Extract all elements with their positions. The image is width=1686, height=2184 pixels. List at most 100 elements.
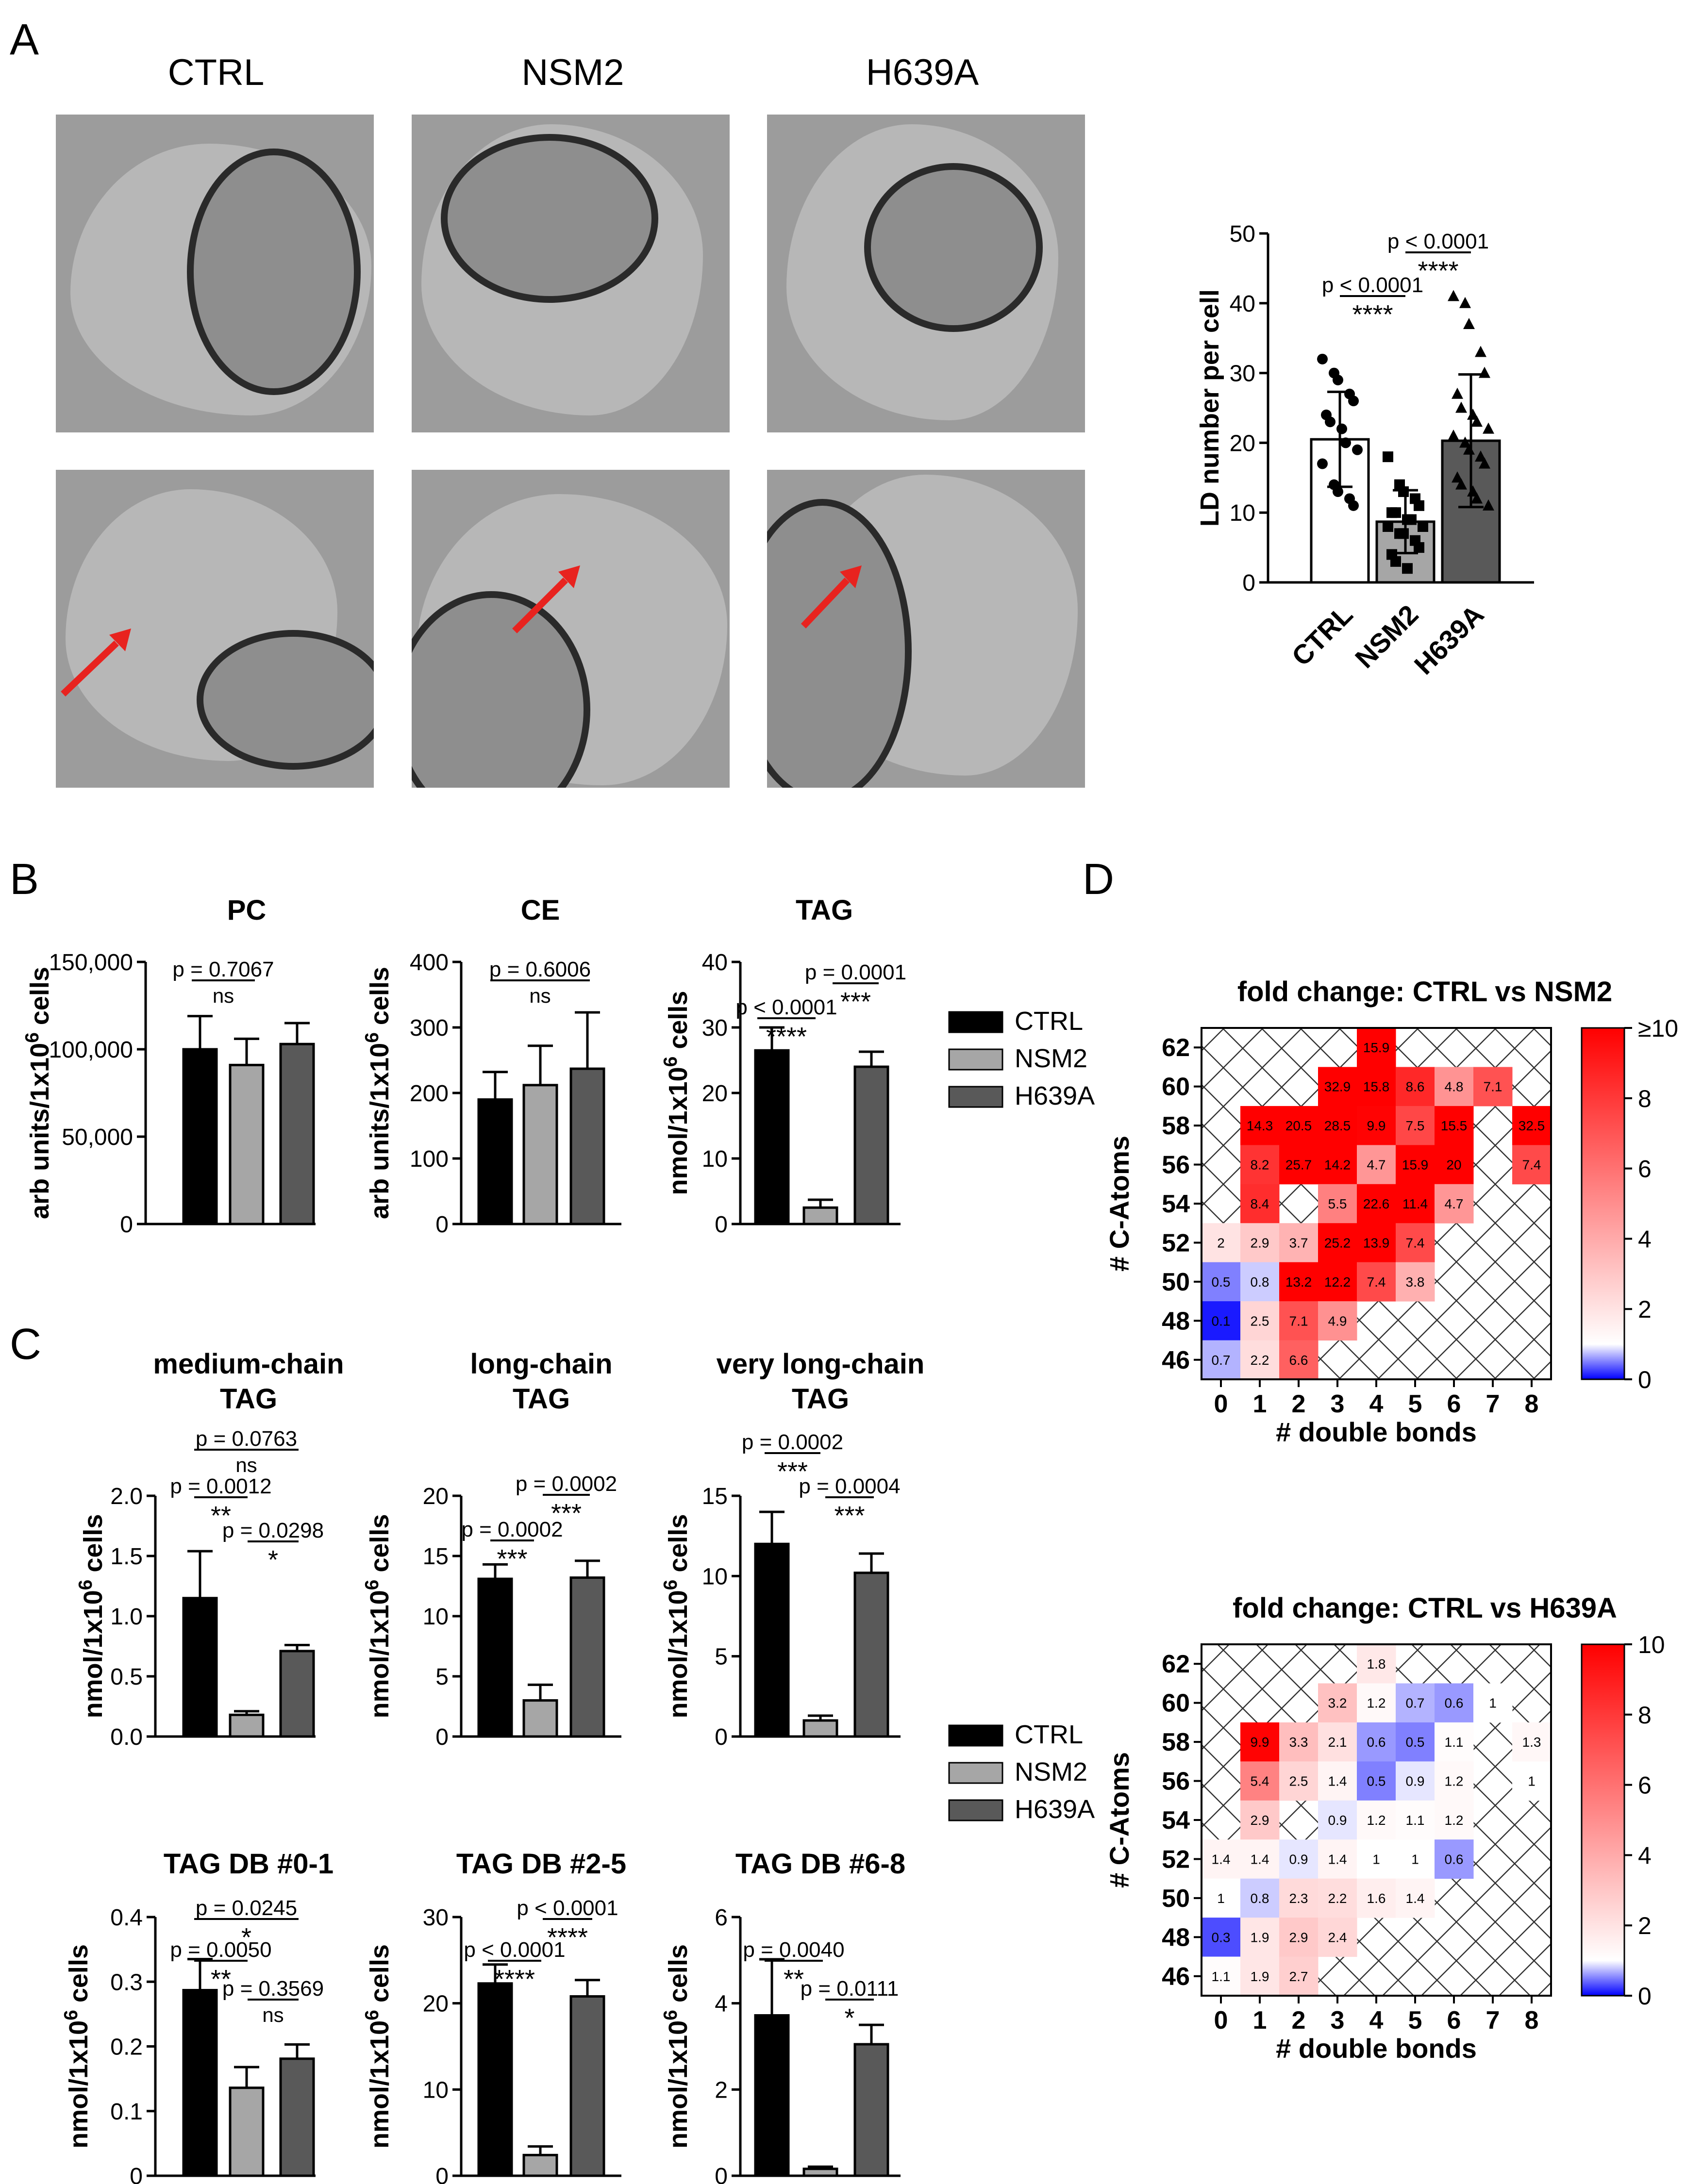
heatmap-cell-value: 2.5	[1251, 1313, 1269, 1328]
heatmap-cell	[1357, 1067, 1396, 1107]
colorbar-tick-label: 2	[1638, 1912, 1652, 1939]
heatmap-cell-value: 0.6	[1367, 1735, 1386, 1750]
heatmap-cell-value: 5.5	[1328, 1196, 1347, 1211]
heatmap-cell	[1279, 1722, 1319, 1762]
heatmap-cell	[1318, 1145, 1357, 1185]
heatmap-cell-value: 4.7	[1367, 1158, 1386, 1173]
heatmap-cell-value: 0.9	[1406, 1774, 1425, 1789]
bar-ctrl	[182, 1989, 218, 2177]
y-tick-label: 58	[1162, 1728, 1190, 1756]
heatmap-cell-value: 9.9	[1251, 1735, 1269, 1750]
heatmap-cell	[1512, 1106, 1552, 1145]
x-tick-label: 7	[1486, 2006, 1500, 2035]
data-point	[1418, 521, 1428, 532]
heatmap-cell-value: 1.1	[1445, 1735, 1464, 1750]
heatmap-cell	[1202, 1340, 1241, 1380]
data-point	[1333, 486, 1343, 497]
heatmap-cell	[1435, 1184, 1474, 1224]
significance-label: *	[268, 1545, 278, 1574]
bar-ctrl	[477, 1982, 513, 2177]
heatmap-cell-value: 2.9	[1251, 1813, 1269, 1828]
heatmap-cell	[1318, 1878, 1357, 1918]
heatmap-cell	[1435, 1106, 1474, 1145]
heatmap-cell	[1396, 1722, 1435, 1762]
y-tick-label: 300	[410, 1015, 449, 1041]
colorbar-tick-label: 4	[1638, 1225, 1652, 1253]
y-tick-label: 0	[130, 2164, 143, 2184]
y-tick-label: 56	[1162, 1768, 1190, 1796]
chart-tag-db-2-5: TAG DB #2-5 0 10 20 30 nmol/1x106 cells p < 0.…	[362, 1848, 627, 2184]
bar-ctrl	[182, 1048, 218, 1225]
y-tick-label: 0.1	[110, 2099, 143, 2125]
heatmap-title: fold change: CTRL vs NSM2	[1237, 976, 1612, 1008]
colorbar-tick-label: ≥10	[1638, 1015, 1678, 1042]
y-tick-label: 6	[715, 1905, 728, 1931]
legend-label-h639a: H639A	[1015, 1795, 1095, 1824]
heatmap-cell-value: 4.7	[1445, 1196, 1464, 1211]
heatmap-cell-value: 1.1	[1406, 1813, 1425, 1828]
heatmap-cell	[1357, 1878, 1396, 1918]
heatmap-cell	[1318, 1301, 1357, 1341]
heatmap-cell	[1240, 1145, 1280, 1185]
heatmap-cell-value: 2.4	[1328, 1930, 1347, 1945]
heatmap-cell	[1435, 1145, 1474, 1185]
heatmap-cell-value: 1	[1411, 1852, 1419, 1867]
heatmap-cell	[1318, 1067, 1357, 1107]
p-value-label: p = 0.7067	[172, 958, 274, 981]
data-point	[1483, 422, 1494, 434]
heatmap-cell-value: 3.3	[1289, 1735, 1308, 1750]
y-axis-label: nmol/1x106 cells	[660, 1944, 693, 2149]
data-point	[1479, 457, 1490, 469]
chart-ce: CE 0 100 200 300 400 arb units/1x106 cells p = …	[362, 894, 621, 1238]
chart-tag-db-6-8: TAG DB #6-8 0 2 4 6 nmol/1x106 cells p = 0.004…	[660, 1848, 906, 2184]
x-tick-label: 5	[1408, 2006, 1422, 2035]
p-value-label: p = 0.0004	[799, 1474, 900, 1498]
x-axis-label: # double bonds	[1276, 2033, 1477, 2064]
y-tick-label: 1.0	[110, 1604, 143, 1630]
heatmap-cell	[1318, 1761, 1357, 1801]
colorbar-tick-label: 4	[1638, 1842, 1652, 1869]
p-value-label: p = 0.0050	[170, 1938, 271, 1962]
data-point	[1475, 450, 1486, 462]
heatmap-cell-value: 12.2	[1324, 1274, 1351, 1290]
heatmap-cell-value: 3.8	[1406, 1274, 1425, 1290]
heatmap-cell-value: 1.8	[1367, 1656, 1386, 1671]
significance-label: **	[211, 1965, 231, 1994]
bar-h639a	[279, 1042, 315, 1225]
data-point	[1340, 437, 1351, 448]
x-tick-label: 0	[1214, 2006, 1228, 2035]
chart-title: TAG	[220, 1383, 277, 1415]
data-point	[1336, 423, 1347, 434]
heatmap-cell-value: 0.8	[1251, 1274, 1269, 1290]
data-point	[1448, 430, 1459, 441]
significance-label: ****	[766, 1022, 807, 1051]
chart-title: CE	[521, 894, 560, 926]
heatmap-cell-value: 7.1	[1484, 1079, 1502, 1094]
heatmap-cell-value: 1.1	[1212, 1969, 1231, 1984]
heatmap-cell-value: 8.4	[1251, 1196, 1269, 1211]
legend-c: CTRL NSM2 H639A	[948, 1720, 1095, 1824]
heatmap-cell	[1396, 1683, 1435, 1723]
y-axis-label: # C-Atoms	[1104, 1752, 1135, 1888]
p-value-label: p < 0.0001	[464, 1938, 565, 1962]
significance-label: ***	[834, 1501, 865, 1530]
y-tick-label: 50	[1230, 221, 1255, 247]
heatmap-cell	[1279, 1878, 1319, 1918]
y-tick-label: 15	[423, 1544, 449, 1570]
y-tick-label: 40	[702, 950, 728, 976]
heatmap-cell-value: 14.3	[1247, 1118, 1273, 1133]
heatmap-cell	[1202, 1839, 1241, 1879]
p-value-label: p = 0.0298	[222, 1519, 324, 1542]
em-image-nsm2-top	[412, 115, 730, 432]
bar-ctrl	[477, 1577, 513, 1738]
x-tick-label: 7	[1486, 1390, 1500, 1418]
heatmap-cell	[1318, 1722, 1357, 1762]
heatmap-cell-value: 1.4	[1406, 1891, 1425, 1906]
data-point	[1459, 297, 1471, 308]
colorbar	[1581, 1027, 1625, 1380]
heatmap-cell-value: 2.3	[1289, 1891, 1308, 1906]
heatmap-cell-value: 15.8	[1363, 1079, 1390, 1094]
bar-nsm2	[229, 1713, 265, 1738]
heatmap-cell-value: 0.5	[1367, 1774, 1386, 1789]
